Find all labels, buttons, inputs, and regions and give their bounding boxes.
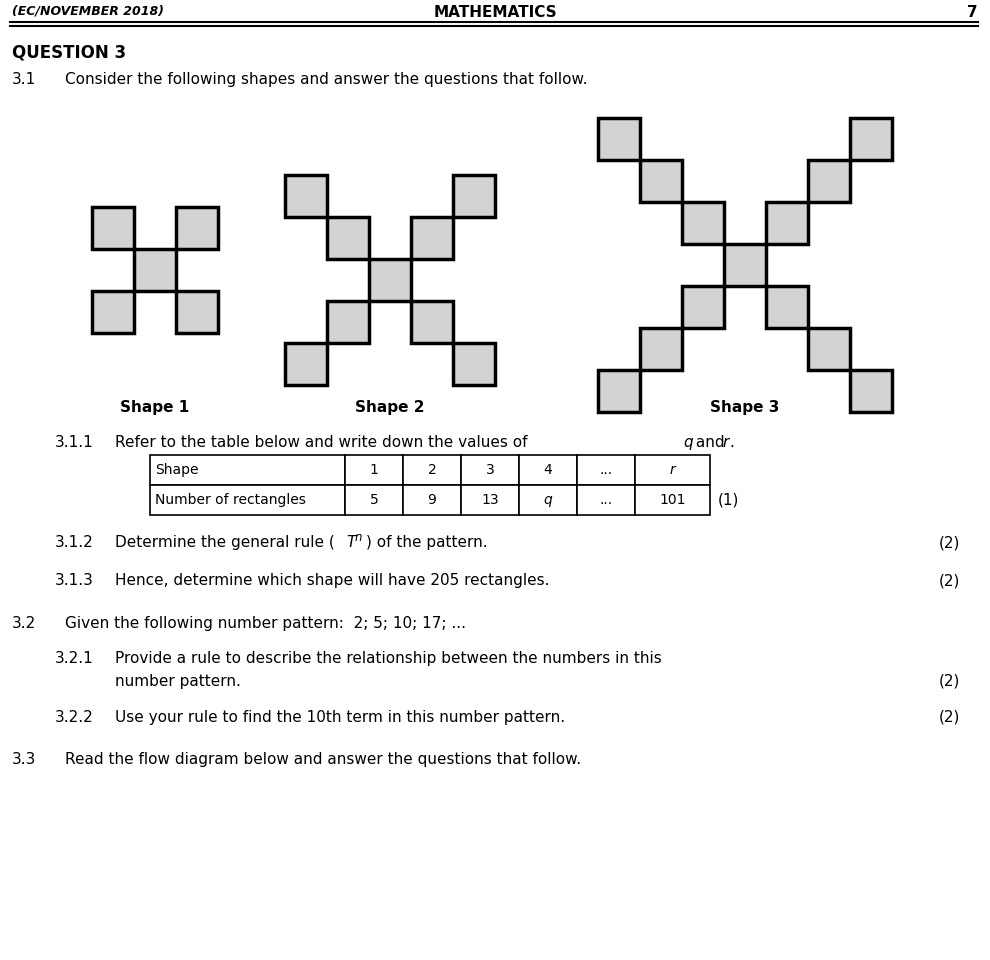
Bar xyxy=(176,207,218,249)
Text: Shape 1: Shape 1 xyxy=(121,400,190,415)
Bar xyxy=(724,244,766,286)
Bar xyxy=(598,370,640,412)
Text: Consider the following shapes and answer the questions that follow.: Consider the following shapes and answer… xyxy=(65,72,587,87)
Text: Determine the general rule (: Determine the general rule ( xyxy=(115,535,340,550)
Text: 101: 101 xyxy=(659,493,686,507)
Bar xyxy=(92,207,134,249)
Text: r: r xyxy=(722,435,729,450)
Text: QUESTION 3: QUESTION 3 xyxy=(12,44,126,62)
Bar xyxy=(519,455,577,485)
Bar xyxy=(766,286,808,328)
Bar xyxy=(519,485,577,515)
Bar xyxy=(92,291,134,333)
Bar xyxy=(598,118,640,160)
Bar xyxy=(766,202,808,244)
Bar xyxy=(640,160,682,202)
Bar xyxy=(327,301,369,343)
Bar xyxy=(345,485,403,515)
Bar xyxy=(577,485,635,515)
Bar xyxy=(453,175,495,217)
Text: (EC/NOVEMBER 2018): (EC/NOVEMBER 2018) xyxy=(12,5,164,18)
Bar xyxy=(150,455,345,485)
Text: MATHEMATICS: MATHEMATICS xyxy=(434,5,556,20)
Text: 4: 4 xyxy=(544,463,552,477)
Bar xyxy=(411,301,453,343)
Bar xyxy=(403,455,461,485)
Bar xyxy=(850,118,892,160)
Text: 3.2: 3.2 xyxy=(12,616,37,631)
Text: (1): (1) xyxy=(718,492,740,508)
Text: .: . xyxy=(729,435,734,450)
Text: 7: 7 xyxy=(967,5,978,20)
Text: Provide a rule to describe the relationship between the numbers in this: Provide a rule to describe the relations… xyxy=(115,651,661,666)
Text: number pattern.: number pattern. xyxy=(115,674,241,689)
Bar xyxy=(850,370,892,412)
Text: Shape: Shape xyxy=(155,463,199,477)
Text: 3.1.3: 3.1.3 xyxy=(55,573,94,588)
Bar xyxy=(635,455,710,485)
Bar xyxy=(808,160,850,202)
Text: ...: ... xyxy=(599,463,613,477)
Bar xyxy=(640,328,682,370)
Text: and: and xyxy=(691,435,730,450)
Text: 3.1.2: 3.1.2 xyxy=(55,535,94,550)
Bar xyxy=(285,343,327,385)
Bar xyxy=(327,217,369,259)
Text: 3.2.2: 3.2.2 xyxy=(55,710,94,725)
Text: Use your rule to find the 10th term in this number pattern.: Use your rule to find the 10th term in t… xyxy=(115,710,565,725)
Bar xyxy=(808,328,850,370)
Text: 13: 13 xyxy=(481,493,499,507)
Text: 2: 2 xyxy=(428,463,437,477)
Text: 3.1.1: 3.1.1 xyxy=(55,435,94,450)
Text: q: q xyxy=(683,435,693,450)
Text: r: r xyxy=(669,463,675,477)
Text: 9: 9 xyxy=(428,493,437,507)
Bar xyxy=(453,343,495,385)
Text: 1: 1 xyxy=(369,463,378,477)
Bar xyxy=(403,485,461,515)
Bar xyxy=(134,249,176,291)
Text: Refer to the table below and write down the values of: Refer to the table below and write down … xyxy=(115,435,533,450)
Text: n: n xyxy=(355,531,362,544)
Text: Read the flow diagram below and answer the questions that follow.: Read the flow diagram below and answer t… xyxy=(65,752,581,767)
Text: 3: 3 xyxy=(486,463,494,477)
Text: 5: 5 xyxy=(369,493,378,507)
Text: (2): (2) xyxy=(939,710,960,725)
Text: (2): (2) xyxy=(939,535,960,550)
Bar xyxy=(577,455,635,485)
Bar xyxy=(285,175,327,217)
Bar xyxy=(682,286,724,328)
Bar xyxy=(635,485,710,515)
Bar xyxy=(461,485,519,515)
Bar xyxy=(682,202,724,244)
Text: T: T xyxy=(346,535,355,550)
Text: (2): (2) xyxy=(939,573,960,588)
Bar xyxy=(176,291,218,333)
Bar xyxy=(369,259,411,301)
Text: (2): (2) xyxy=(939,674,960,689)
Bar xyxy=(345,455,403,485)
Text: ) of the pattern.: ) of the pattern. xyxy=(366,535,488,550)
Text: 3.1: 3.1 xyxy=(12,72,37,87)
Text: q: q xyxy=(544,493,552,507)
Text: 3.2.1: 3.2.1 xyxy=(55,651,94,666)
Text: Hence, determine which shape will have 205 rectangles.: Hence, determine which shape will have 2… xyxy=(115,573,549,588)
Text: ...: ... xyxy=(599,493,613,507)
Bar xyxy=(150,485,345,515)
Text: Shape 3: Shape 3 xyxy=(710,400,780,415)
Text: 3.3: 3.3 xyxy=(12,752,37,767)
Bar xyxy=(411,217,453,259)
Text: Shape 2: Shape 2 xyxy=(355,400,425,415)
Text: Number of rectangles: Number of rectangles xyxy=(155,493,306,507)
Text: Given the following number pattern:  2; 5; 10; 17; ...: Given the following number pattern: 2; 5… xyxy=(65,616,466,631)
Bar xyxy=(461,455,519,485)
